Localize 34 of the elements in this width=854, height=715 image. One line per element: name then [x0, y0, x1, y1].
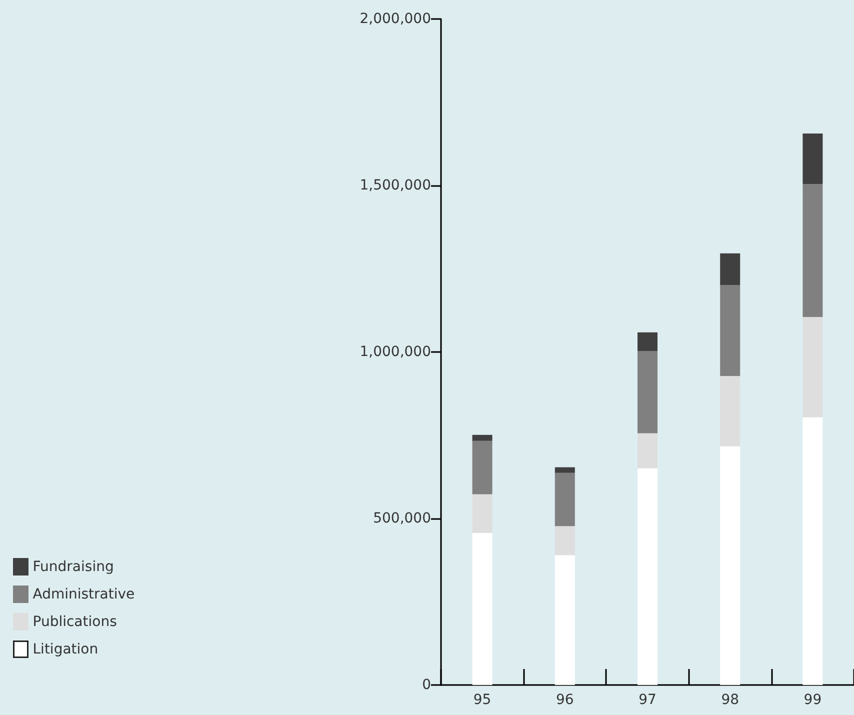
bar [720, 376, 740, 446]
y-tick-label: 0 [422, 677, 431, 693]
bar [554, 526, 575, 556]
bar [638, 351, 658, 434]
legend-label: Administrative [32, 586, 135, 602]
legend-label: Litigation [32, 641, 98, 658]
bar [554, 555, 575, 685]
bar [720, 253, 740, 286]
y-tick-label: 1,000,000 [360, 344, 431, 360]
bar [638, 433, 658, 468]
bar [802, 417, 823, 685]
bar [472, 440, 492, 494]
bar [554, 467, 575, 473]
x-tick-label: 95 [473, 692, 492, 708]
bar [638, 468, 658, 685]
bar [720, 446, 740, 685]
bar [720, 285, 740, 376]
bar [802, 317, 823, 418]
bar [802, 134, 823, 184]
x-tick-label: 96 [556, 692, 574, 708]
bar [472, 532, 492, 685]
bar [802, 184, 823, 318]
y-tick-label: 500,000 [373, 510, 431, 526]
x-tick-label: 99 [804, 692, 822, 708]
x-tick-label: 98 [721, 692, 740, 708]
bar [554, 472, 575, 526]
y-tick-label: 2,000,000 [360, 11, 431, 27]
bar [472, 494, 492, 533]
legend-label: Publications [32, 614, 117, 630]
bar [638, 332, 658, 351]
legend-label: Fundraising [32, 558, 114, 575]
y-tick-label: 1,500,000 [360, 178, 431, 194]
bar [472, 434, 492, 441]
x-tick-label: 97 [638, 692, 656, 708]
